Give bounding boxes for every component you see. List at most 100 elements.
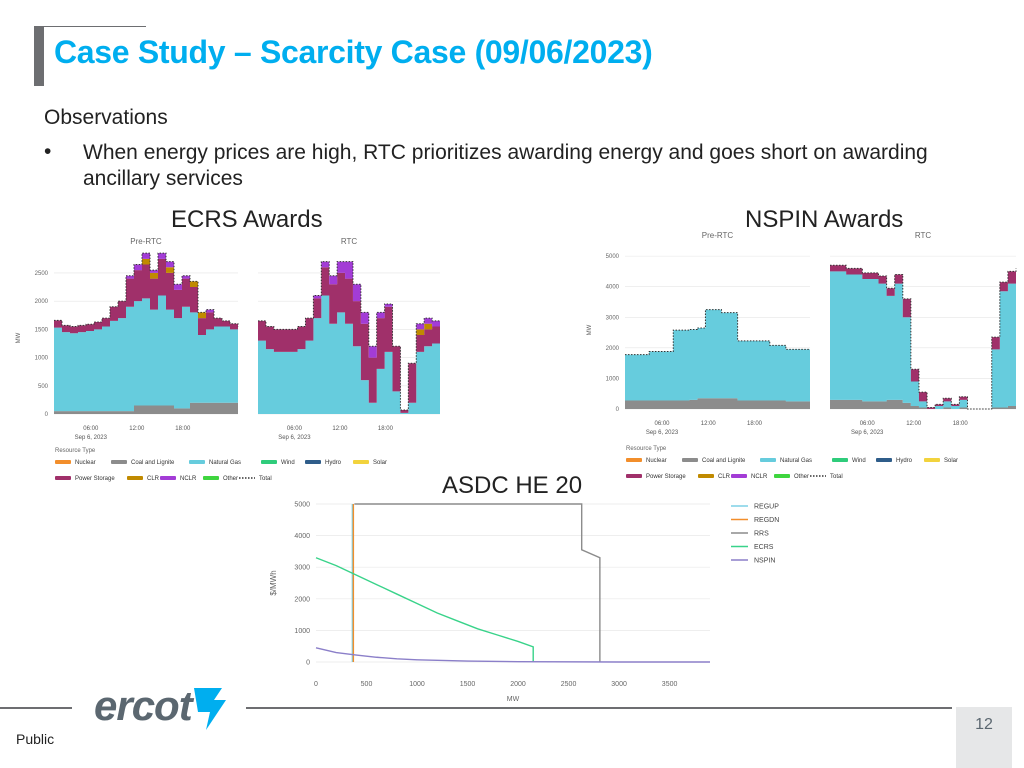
x-tick-label: 06:00 [654,421,670,427]
x-tick-label: 18:00 [378,426,394,432]
observations-heading: Observations [44,106,168,129]
y-tick-label: 2000 [294,596,310,603]
y-tick-label: 5000 [606,254,620,260]
y-axis-label: $/MWh [269,570,278,595]
resource-legend: Resource Type Nuclear Coal and Lignite Natu… [55,448,387,482]
legend-item: NCLR [731,474,768,480]
y-tick-label: 3000 [294,565,310,572]
legend-label: Solar [373,460,387,466]
x-tick-label: 1000 [409,681,425,688]
panel-title: RTC [915,231,932,240]
series-rrs [354,503,601,662]
x-tick-label: 18:00 [953,421,969,427]
observation-bullet: When energy prices are high, RTC priorit… [83,141,928,190]
y-tick-label: 0 [45,412,49,418]
area-power-storage [258,267,440,413]
legend-item: Solar [353,460,387,466]
legend-label: Total [830,474,843,480]
x-axis-label: MW [507,696,520,703]
legend-label: Nuclear [646,458,667,464]
x-tick-label: 2000 [510,681,526,688]
legend-item: Coal and Lignite [682,458,746,464]
x-tick-label: 3000 [611,681,627,688]
total-line [830,264,1017,410]
legend-item: CLR [698,474,731,480]
y-tick-label: 4000 [294,533,310,540]
y-axis-label: MW [16,332,22,343]
bullet-marker: • [44,140,52,163]
footer-rule-left [0,707,72,709]
page-number-box [956,707,1012,768]
x-tick-label: 12:00 [701,421,717,427]
x-tick-label: 2500 [561,681,577,688]
page-title: Case Study – Scarcity Case (09/06/2023) [54,34,653,70]
x-tick-label: 12:00 [332,426,348,432]
legend-title: Resource Type [55,448,96,454]
x-tick-label: 12:00 [906,421,922,427]
legend-item: Natural Gas [760,458,812,464]
nspin-chart-title: NSPIN Awards [745,206,904,233]
legend-title: Resource Type [626,446,667,452]
legend-item: Power Storage [626,474,686,480]
panel-title: Pre-RTC [130,237,162,246]
area-natural-gas [54,295,238,412]
x-date-label: Sep 6, 2023 [278,435,311,441]
legend-label: NCLR [751,474,768,480]
x-tick-label: 0 [314,681,318,688]
resource-legend: Resource Type Nuclear Coal and Lignite Natu… [626,446,958,480]
x-tick-label: 18:00 [747,421,763,427]
y-tick-label: 4000 [606,285,620,291]
legend-label: NCLR [180,476,197,482]
legend-item: Nuclear [626,458,667,464]
footer-rule-right [246,707,952,709]
ecrs-chart-title: ECRS Awards [171,206,323,233]
legend-item: Natural Gas [189,460,241,466]
y-tick-label: 5000 [294,502,310,509]
x-date-label: Sep 6, 2023 [75,435,108,441]
panel-pre-rtc: Pre-RTC 0 1000 2000 3000 4000 5000 06:00 Sep 6, … [606,231,810,436]
panel-title: RTC [341,237,358,246]
y-tick-label: 0 [306,660,310,667]
title-rule [34,26,146,27]
y-tick-label: 1000 [294,628,310,635]
asdc-chart: 0 1000 2000 3000 4000 5000 0 500 1000 1500 2000 250… [269,502,779,704]
legend-item: Hydro [305,460,342,466]
series-nspin [315,647,710,663]
asdc-legend-item: REGUP [731,504,779,511]
area-coal-and-lignite [830,399,1016,409]
legend-item: Power Storage [55,476,115,482]
legend-label: Power Storage [75,476,115,482]
area-coal-and-lignite [54,402,238,414]
x-tick-label: 12:00 [129,426,145,432]
panel-rtc: RTC 06:00 Sep 6, 2023 12:00 18:00 [258,237,440,441]
legend-item: Other [774,474,809,480]
legend-label: Natural Gas [209,460,241,466]
ercot-logo: ercot [94,682,193,729]
legend-label: Solar [944,458,958,464]
y-axis-label: MW [587,324,593,335]
panel-rtc: RTC 06:00 Sep 6, 2023 12:00 18:00 [830,231,1017,436]
legend-label: Hydro [896,458,913,464]
legend-item: CLR [127,476,160,482]
series-ecrs [315,557,534,662]
legend-label: NSPIN [754,558,775,565]
area-power-storage [54,258,238,335]
y-tick-label: 1000 [35,356,49,362]
legend-label: Wind [281,460,295,466]
legend-label: ECRS [754,544,774,551]
legend-label: Hydro [325,460,342,466]
y-tick-label: 2000 [35,299,49,305]
legend-label: Coal and Lignite [131,460,175,466]
y-tick-label: 1500 [35,327,49,333]
asdc-legend-item: NSPIN [731,558,775,565]
x-tick-label: 06:00 [287,426,303,432]
legend-label: CLR [718,474,731,480]
y-tick-label: 3000 [606,315,620,321]
asdc-legend-item: RRS [731,531,769,538]
legend-item: NCLR [160,476,197,482]
panel-pre-rtc: Pre-RTC 0 500 1000 1500 2000 2500 06:00 Sep 6, 2… [35,237,239,441]
y-tick-label: 2500 [35,271,49,277]
legend-item: Coal and Lignite [111,460,175,466]
asdc-legend-item: REGDN [731,517,779,524]
y-tick-label: 0 [616,407,620,413]
